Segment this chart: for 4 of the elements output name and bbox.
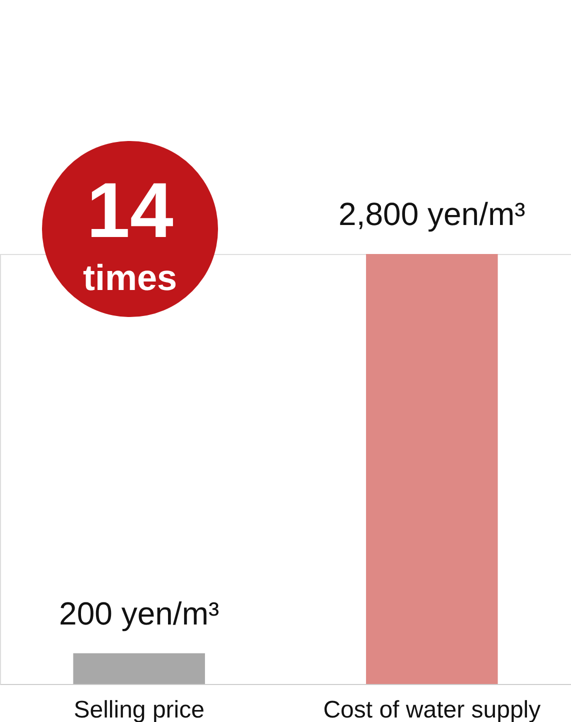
data-label: 2,800 yen/m³: [338, 196, 526, 232]
annotation: 14: [86, 166, 174, 254]
data-label: 200 yen/m³: [59, 595, 220, 632]
annotation: times: [82, 257, 178, 298]
